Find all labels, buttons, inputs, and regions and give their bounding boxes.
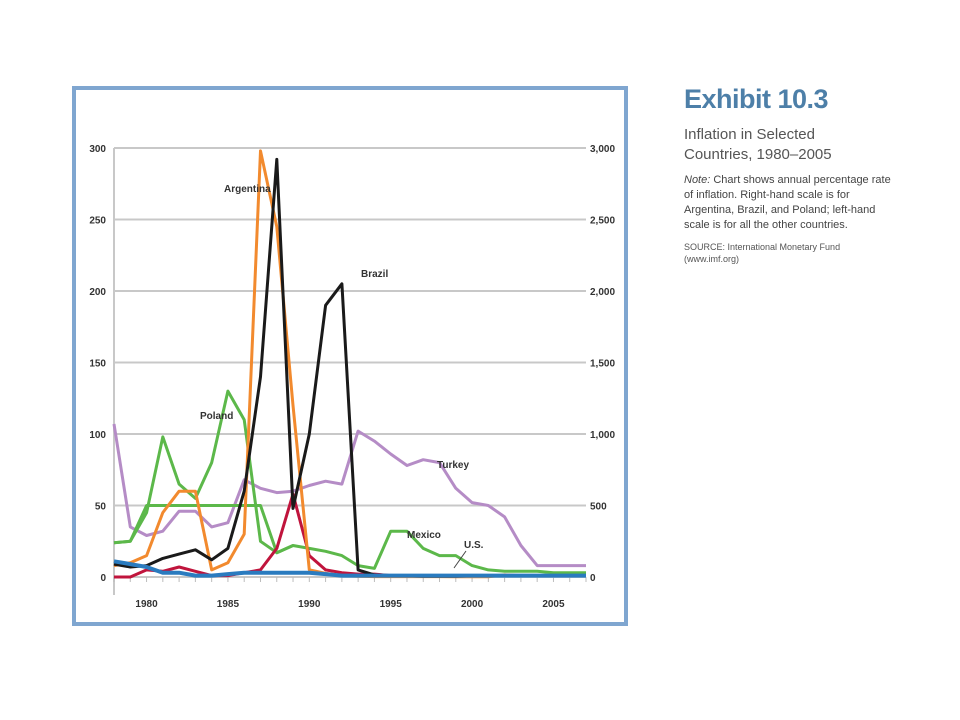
turkey-label: Turkey (437, 460, 469, 471)
y-tick-label-left: 250 (89, 216, 106, 227)
y-tick-label-left: 50 (95, 502, 107, 513)
exhibit-note: Note: Chart shows annual percentage rate… (684, 173, 899, 233)
y-tick-label-right: 2,000 (590, 287, 615, 298)
x-tick-label: 1990 (298, 599, 321, 610)
argentina-label: Argentina (224, 184, 271, 195)
argentina-series-line (113, 149, 586, 579)
axis-layer: 0 0 50 500 100 1,000 150 1,500 200 2,000 250 2,500 3… (89, 144, 615, 610)
poland-label: Poland (200, 411, 233, 422)
y-tick-label-left: 100 (89, 430, 106, 441)
x-tick-label: 1985 (217, 599, 240, 610)
inflation-chart: 0 0 50 500 100 1,000 150 1,500 200 2,000 250 2,500 3… (89, 144, 615, 610)
x-tick-label: 1980 (135, 599, 158, 610)
u-s-series-line (113, 559, 586, 578)
side-panel: Exhibit 10.3 Inflation in Selected Count… (684, 84, 924, 265)
chart-frame: 0 0 50 500 100 1,000 150 1,500 200 2,000 250 2,500 3… (72, 86, 628, 626)
exhibit-subtitle: Inflation in Selected Countries, 1980–20… (684, 126, 832, 163)
mexico-series-line (113, 504, 586, 575)
exhibit-source: SOURCE: International Monetary Fund (www… (684, 242, 841, 264)
y-tick-label-right: 500 (590, 502, 607, 513)
x-tick-label: 1995 (380, 599, 403, 610)
note-text: Chart shows annual percentage rate of in… (684, 174, 891, 231)
exhibit-title: Exhibit 10.3 (684, 84, 829, 114)
y-tick-label-left: 0 (100, 573, 106, 584)
u-s-label: U.S. (464, 540, 484, 551)
us-label-pointer (453, 550, 467, 569)
y-tick-label-right: 0 (590, 573, 596, 584)
mexico-label: Mexico (407, 530, 441, 541)
label-layer: Argentina Brazil Poland Turkey Mexico U.S. (200, 184, 484, 569)
y-tick-label-left: 200 (89, 287, 106, 298)
x-tick-label: 2000 (461, 599, 484, 610)
y-tick-label-right: 1,500 (590, 359, 615, 370)
y-tick-label-right: 1,000 (590, 430, 615, 441)
y-tick-label-right: 2,500 (590, 216, 615, 227)
note-label: Note: (684, 174, 711, 186)
y-tick-label-right: 3,000 (590, 144, 615, 155)
series-layer (112, 149, 586, 579)
brazil-series-line (113, 157, 586, 578)
brazil-label: Brazil (361, 269, 388, 280)
y-tick-label-left: 150 (89, 359, 106, 370)
y-tick-label-left: 300 (89, 144, 106, 155)
poland-series-line (113, 389, 294, 555)
x-tick-label: 2005 (542, 599, 565, 610)
turkey-series-line (112, 423, 586, 568)
